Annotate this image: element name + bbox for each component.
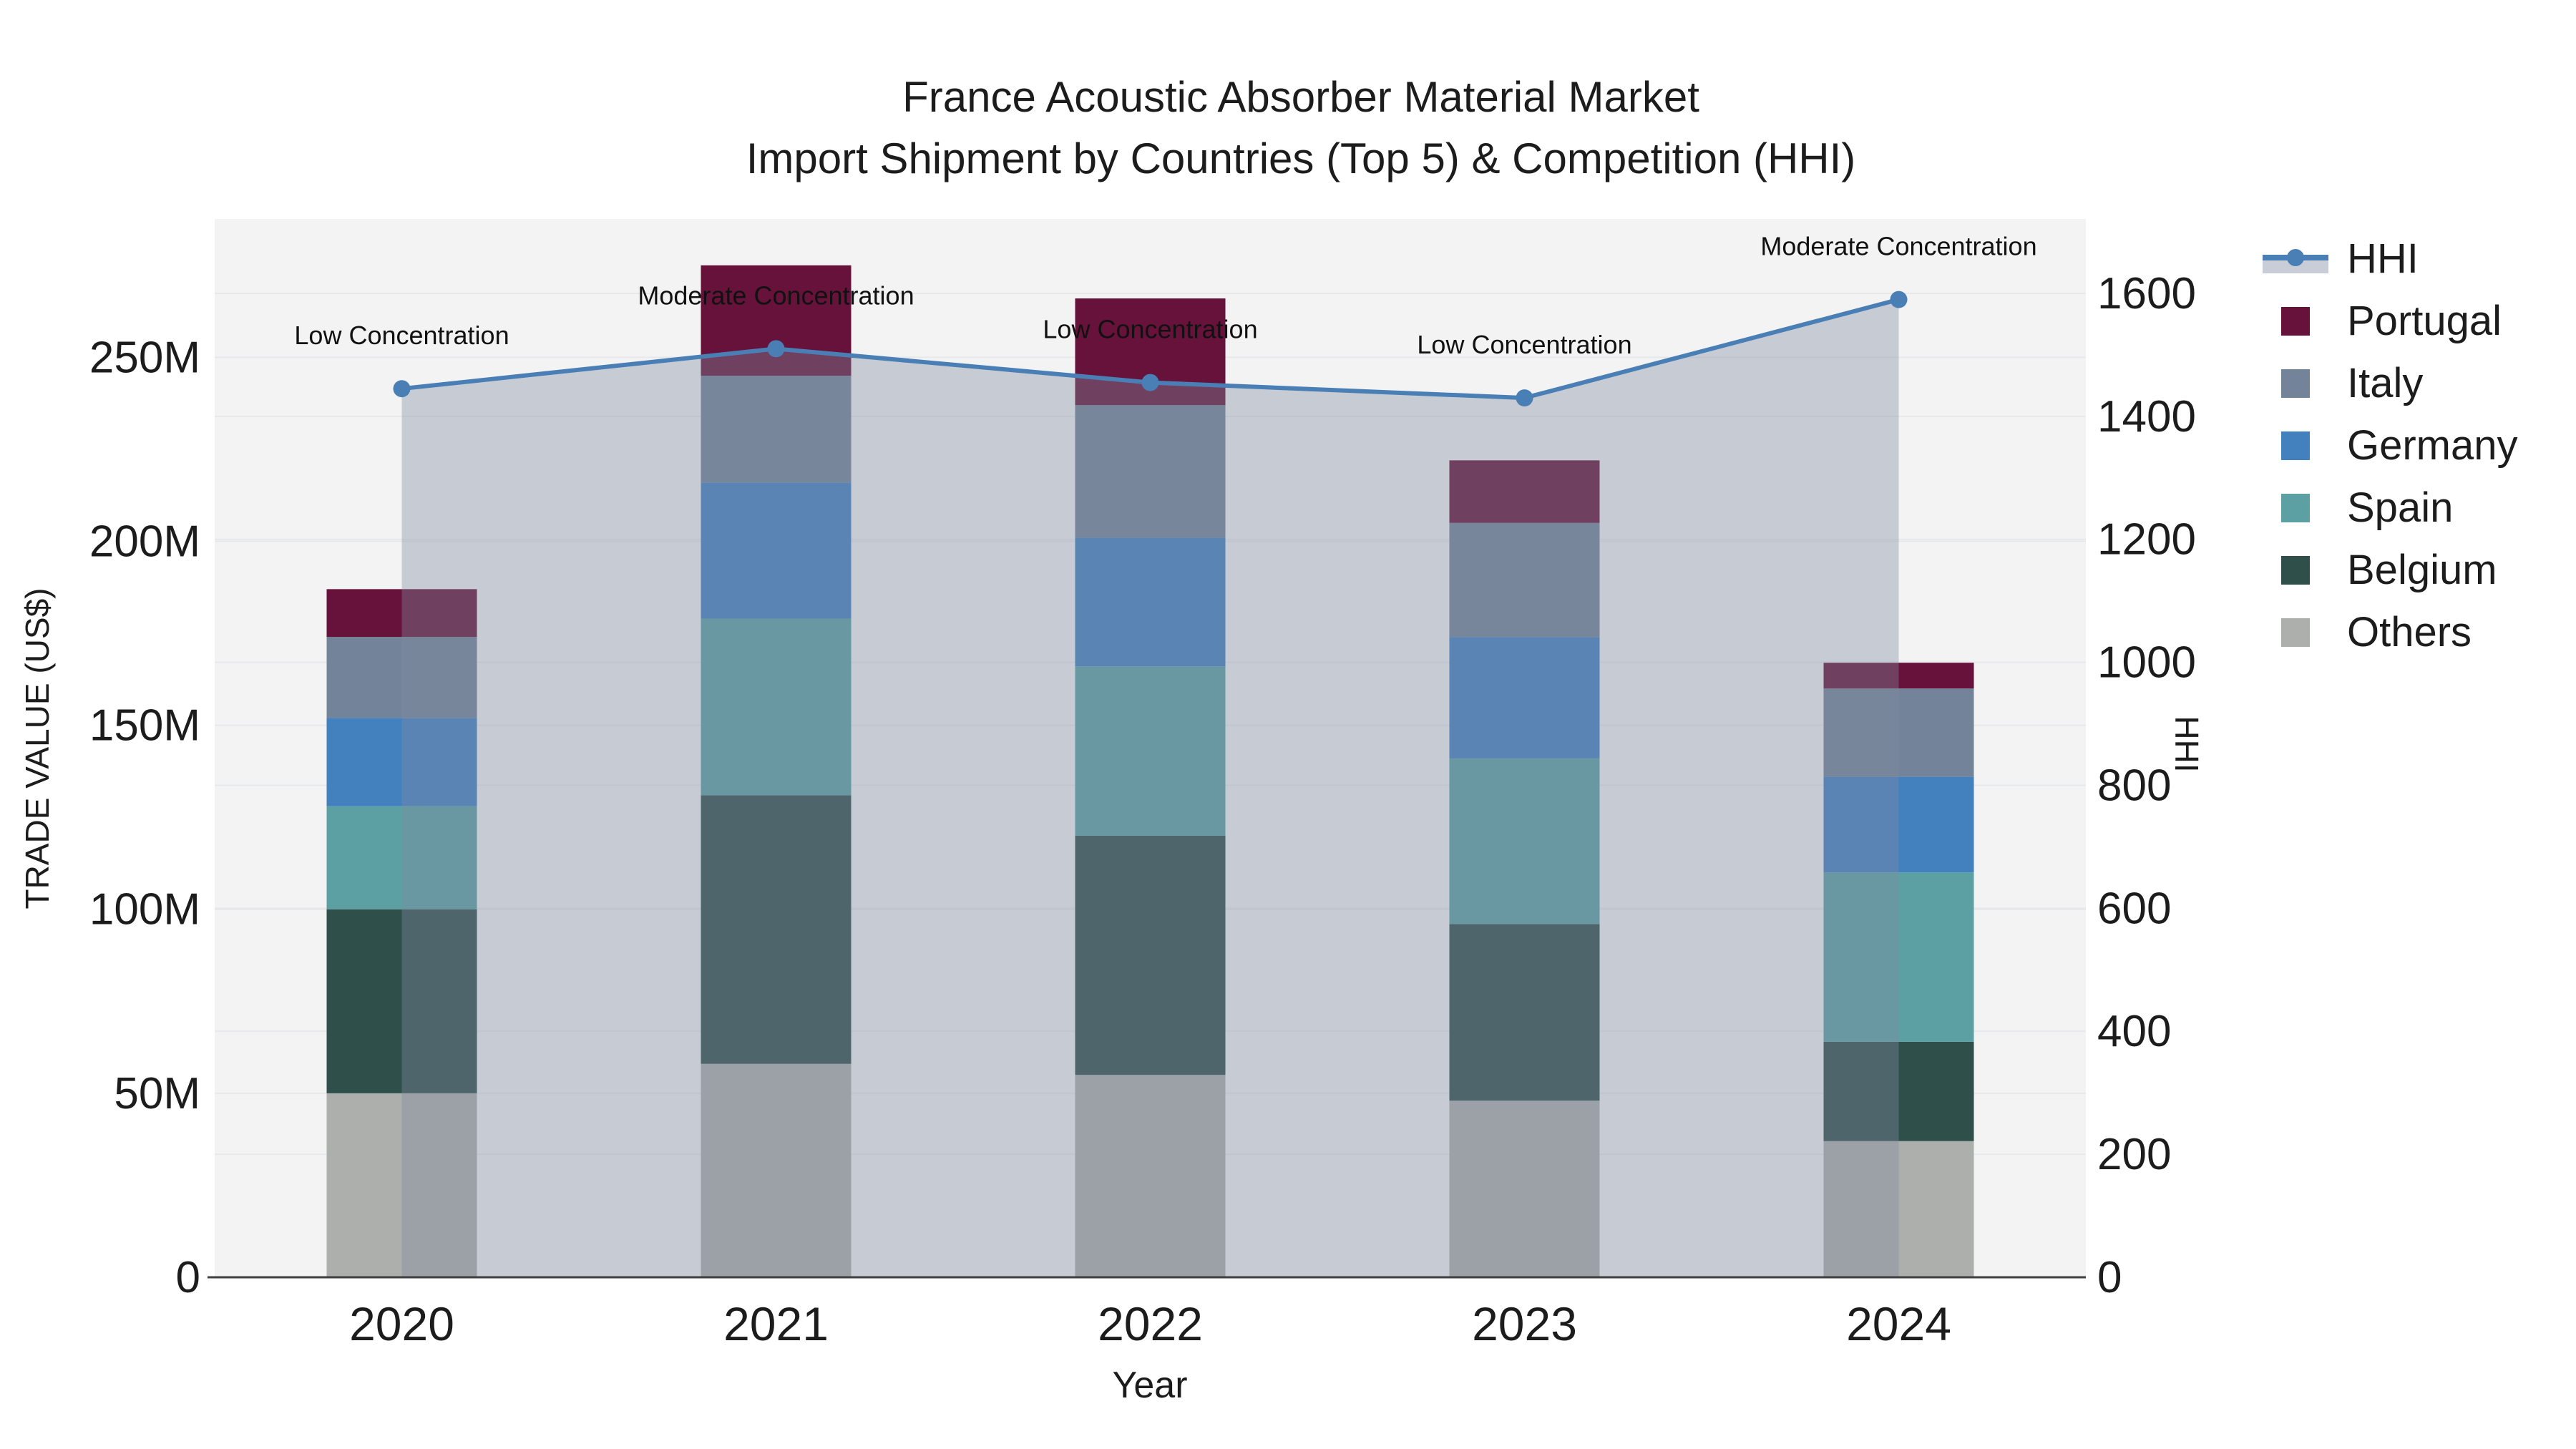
hhi-marker-2022[interactable] (1141, 374, 1159, 391)
bar-segment-spain-2022[interactable] (1075, 666, 1226, 836)
bar-segment-belgium-2020[interactable] (326, 909, 477, 1093)
legend-item-belgium[interactable]: Belgium (2261, 539, 2518, 601)
belgium-color-swatch-icon (2281, 555, 2310, 585)
annotation-2021: Moderate Concentration (638, 280, 914, 310)
legend-item-italy[interactable]: Italy (2261, 352, 2518, 414)
hhi-area-fill (401, 299, 1899, 1277)
legend-item-germany[interactable]: Germany (2261, 414, 2518, 477)
bar-segment-spain-2020[interactable] (326, 806, 477, 909)
x-tick-2022: 2022 (1098, 1297, 1203, 1350)
right-tick-1200: 1200 (2097, 515, 2196, 565)
right-tick-400: 400 (2097, 1007, 2171, 1056)
x-axis-title: Year (1112, 1365, 1188, 1406)
left-tick-200M: 200M (89, 517, 200, 566)
bar-segment-italy-2022[interactable] (1075, 405, 1226, 538)
spain-color-swatch-icon (2281, 493, 2310, 522)
right-tick-200: 200 (2097, 1130, 2171, 1179)
bar-segment-others-2023[interactable] (1449, 1101, 1600, 1277)
bar-segment-portugal-2023[interactable] (1449, 460, 1600, 523)
legend-item-portugal[interactable]: Portugal (2261, 290, 2518, 352)
bar-segment-spain-2021[interactable] (701, 618, 852, 796)
left-tick-250M: 250M (89, 333, 200, 382)
left-axis-title: TRADE VALUE (US$) (19, 587, 56, 909)
bar-segment-italy-2020[interactable] (326, 637, 477, 718)
italy-color-swatch-icon (2281, 369, 2310, 398)
legend-label-italy: Italy (2347, 360, 2424, 406)
legend-item-hhi[interactable]: HHI (2261, 228, 2518, 290)
legend-label-portugal: Portugal (2347, 298, 2502, 344)
germany-color-swatch-icon (2281, 431, 2310, 460)
x-tick-2021: 2021 (723, 1297, 829, 1350)
legend-label-germany: Germany (2347, 422, 2518, 469)
annotation-2020: Low Concentration (294, 321, 509, 350)
right-tick-800: 800 (2097, 761, 2171, 810)
bar-segment-germany-2024[interactable] (1823, 776, 1974, 873)
right-axis-title: HHI (2168, 716, 2205, 773)
right-tick-1600: 1600 (2097, 269, 2196, 318)
legend-item-others[interactable]: Others (2261, 601, 2518, 663)
bar-segment-belgium-2024[interactable] (1823, 1041, 1974, 1141)
left-tick-150M: 150M (89, 701, 200, 751)
hhi-marker-2020[interactable] (393, 380, 411, 398)
hhi-line-sample-icon (2261, 242, 2330, 276)
right-tick-0: 0 (2097, 1253, 2122, 1302)
bar-segment-italy-2024[interactable] (1823, 688, 1974, 777)
bar-segment-italy-2023[interactable] (1449, 522, 1600, 638)
x-tick-2024: 2024 (1846, 1297, 1951, 1350)
bar-segment-others-2024[interactable] (1823, 1141, 1974, 1277)
hhi-marker-2024[interactable] (1890, 291, 1908, 308)
bar-segment-portugal-2020[interactable] (326, 589, 477, 638)
right-tick-1400: 1400 (2097, 392, 2196, 441)
x-tick-2020: 2020 (349, 1297, 454, 1350)
annotation-2022: Low Concentration (1043, 315, 1257, 344)
bar-segment-others-2020[interactable] (326, 1093, 477, 1277)
bar-segment-others-2021[interactable] (701, 1063, 852, 1277)
bar-segment-italy-2021[interactable] (701, 376, 852, 483)
bar-segment-germany-2022[interactable] (1075, 537, 1226, 667)
hhi-marker-2021[interactable] (767, 340, 785, 358)
legend-label-belgium: Belgium (2347, 547, 2497, 593)
legend-label-hhi: HHI (2347, 235, 2419, 282)
annotation-2024: Moderate Concentration (1760, 232, 2036, 261)
legend-label-others: Others (2347, 609, 2472, 655)
portugal-color-swatch-icon (2281, 306, 2310, 336)
hhi-marker-2023[interactable] (1516, 389, 1533, 407)
bar-segment-germany-2023[interactable] (1449, 637, 1600, 758)
legend-item-spain[interactable]: Spain (2261, 477, 2518, 539)
legend-label-spain: Spain (2347, 484, 2454, 531)
bar-segment-germany-2021[interactable] (701, 482, 852, 619)
bar-segment-belgium-2021[interactable] (701, 795, 852, 1064)
others-color-swatch-icon (2281, 618, 2310, 647)
bar-segment-spain-2023[interactable] (1449, 758, 1600, 924)
x-tick-2023: 2023 (1472, 1297, 1577, 1350)
bar-segment-portugal-2021[interactable] (701, 265, 852, 376)
bar-segment-portugal-2024[interactable] (1823, 663, 1974, 689)
left-tick-50M: 50M (114, 1069, 200, 1118)
bar-segment-belgium-2022[interactable] (1075, 835, 1226, 1075)
chart-title-line1: France Acoustic Absorber Material Market (902, 73, 1699, 121)
legend: HHI Portugal Italy Germany Spain Belgium Other… (2261, 228, 2518, 663)
left-tick-0: 0 (176, 1253, 200, 1302)
bar-segment-germany-2020[interactable] (326, 718, 477, 806)
chart-title-line2: Import Shipment by Countries (Top 5) & C… (746, 135, 1856, 182)
bar-segment-spain-2024[interactable] (1823, 872, 1974, 1042)
annotation-2023: Low Concentration (1417, 330, 1631, 359)
left-tick-100M: 100M (89, 885, 200, 935)
right-tick-600: 600 (2097, 884, 2171, 933)
right-tick-1000: 1000 (2097, 638, 2196, 688)
bar-segment-others-2022[interactable] (1075, 1075, 1226, 1277)
bar-segment-belgium-2023[interactable] (1449, 924, 1600, 1101)
